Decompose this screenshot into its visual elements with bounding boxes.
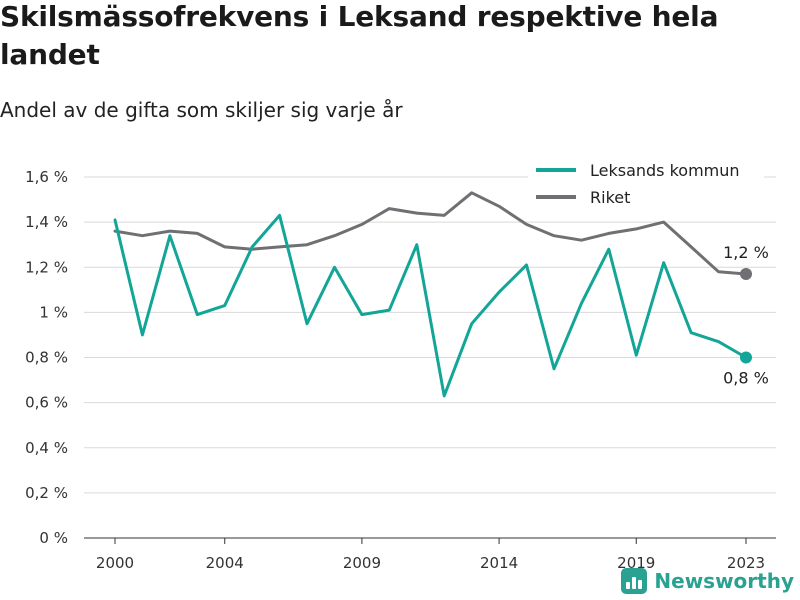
y-tick-label: 1,2 %: [25, 258, 68, 276]
end-point-riket: [740, 268, 752, 281]
series-line-leksand: [113, 213, 748, 398]
newsworthy-brand: Newsworthy: [621, 568, 794, 594]
y-tick-label: 0,8 %: [25, 349, 68, 367]
y-tick-label: 0 %: [39, 529, 68, 547]
end-point-leksand: [740, 351, 752, 364]
bar-chart-logo-icon: [621, 568, 648, 594]
series-layer: 1,2 % 0,8 %: [113, 191, 769, 398]
y-tick-label: 1,4 %: [25, 213, 68, 231]
end-label-leksand: 0,8 %: [723, 369, 769, 388]
axis-layer: 0 % 0,2 % 0,4 % 0,6 % 0,8 % 1 % 1,2 % 1,4 % 1,6 …: [25, 168, 765, 572]
x-tick-label: 2014: [480, 554, 518, 572]
chart-title: Skilsmässofrekvens i Leksand respektive …: [0, 0, 719, 71]
legend-label-leksand: Leksands kommun: [590, 161, 740, 180]
y-tick-label: 0,6 %: [25, 394, 68, 412]
y-tick-label: 0,2 %: [25, 484, 68, 502]
y-tick-label: 1 %: [39, 303, 68, 321]
y-tick-label: 0,4 %: [25, 439, 68, 457]
brand-name: Newsworthy: [654, 569, 794, 593]
x-tick-label: 2023: [727, 554, 765, 572]
legend-label-riket: Riket: [590, 188, 630, 207]
x-tick-label: 2000: [96, 554, 134, 572]
x-tick-label: 2004: [206, 554, 244, 572]
grid-layer: [84, 176, 776, 539]
x-tick-label: 2009: [343, 554, 381, 572]
x-tick-label: 2019: [617, 554, 655, 572]
legend-background: [528, 155, 764, 213]
legend: Leksands kommun Riket: [528, 155, 764, 213]
y-tick-label: 1,6 %: [25, 168, 68, 186]
series-line-riket: [113, 191, 748, 276]
end-label-riket: 1,2 %: [723, 243, 769, 262]
chart-subtitle: Andel av de gifta som skiljer sig varje …: [0, 98, 403, 122]
